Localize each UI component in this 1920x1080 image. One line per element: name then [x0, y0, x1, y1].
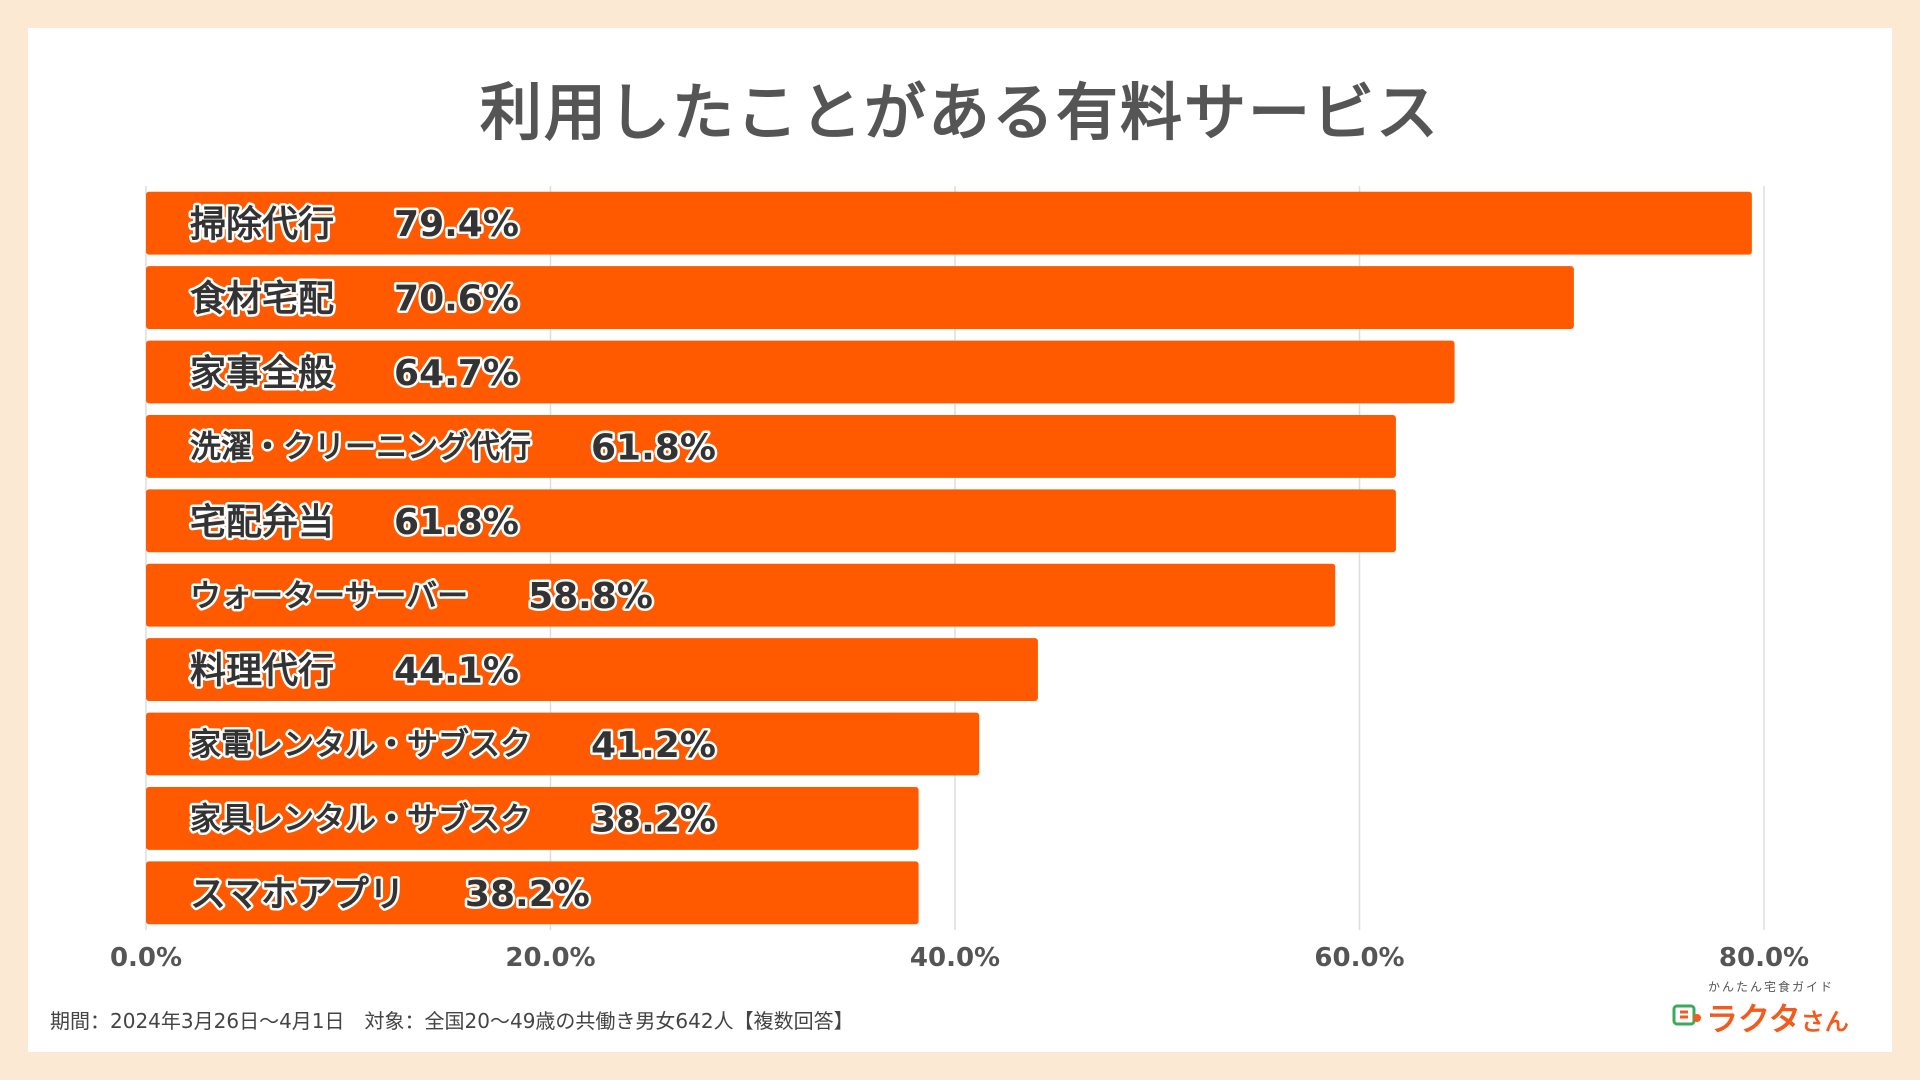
bar-8 — [146, 786, 919, 850]
bar-category-label: 家事全般 — [190, 352, 334, 394]
bar-1 — [146, 266, 1574, 330]
bar-9 — [146, 861, 919, 925]
x-tick-label: 60.0% — [1314, 943, 1404, 973]
bar-value-label: 38.2% — [591, 799, 716, 840]
bar-category-label: ウォーターサーバー — [190, 578, 468, 614]
bar-value-label: 41.2% — [591, 725, 716, 766]
bars: 掃除代行 79.4% 食材宅配 70.6% 家事全般 64.7% 洗濯・クリーニング代行 61… — [146, 191, 1752, 925]
bar-value-label: 44.1% — [394, 651, 519, 692]
rakuta-logo: かんたん宅食ガイド ラクタさん — [1672, 978, 1872, 1038]
bar-value-label: 64.7% — [394, 353, 519, 394]
logo-subtitle: かんたん宅食ガイド — [1708, 980, 1835, 994]
bar-2 — [146, 340, 1455, 404]
bar-category-label: 宅配弁当 — [190, 501, 334, 543]
x-tick-label: 0.0% — [110, 943, 182, 973]
bar-category-label: 洗濯・クリーニング代行 — [190, 430, 531, 466]
bar-4 — [146, 489, 1396, 553]
bar-6 — [146, 638, 1038, 702]
bar-category-label: 食材宅配 — [190, 278, 334, 320]
bar-category-label: スマホアプリ — [190, 874, 405, 915]
bar-value-label: 61.8% — [394, 502, 519, 543]
bar-value-label: 79.4% — [394, 204, 519, 245]
survey-footnote: 期間：2024年3月26日～4月1日 対象：全国20～49歳の共働き男女642人… — [50, 1009, 854, 1033]
bar-value-label: 61.8% — [591, 427, 716, 468]
bar-3 — [146, 414, 1396, 478]
x-axis-ticks: 0.0% 20.0% 40.0% 60.0% 80.0% — [110, 943, 1809, 973]
chart-title: 利用したことがある有料サービス — [479, 76, 1440, 149]
bar-value-label: 70.6% — [394, 279, 519, 320]
bar-0 — [146, 191, 1752, 255]
bar-5 — [146, 563, 1336, 627]
bar-category-label: 掃除代行 — [190, 204, 334, 245]
bar-value-label: 58.8% — [528, 576, 653, 617]
x-tick-label: 80.0% — [1719, 943, 1809, 973]
bar-category-label: 料理代行 — [190, 651, 334, 692]
x-tick-label: 20.0% — [505, 943, 595, 973]
logo-name: ラクタさん — [1706, 1000, 1849, 1038]
bar-category-label: 家具レンタル・サブスク — [190, 802, 531, 838]
bar-category-label: 家電レンタル・サブスク — [190, 727, 531, 763]
lunchbox-icon — [1672, 1004, 1701, 1026]
x-tick-label: 40.0% — [910, 943, 1000, 973]
bar-value-label: 38.2% — [465, 874, 590, 915]
bar-7 — [146, 712, 980, 776]
